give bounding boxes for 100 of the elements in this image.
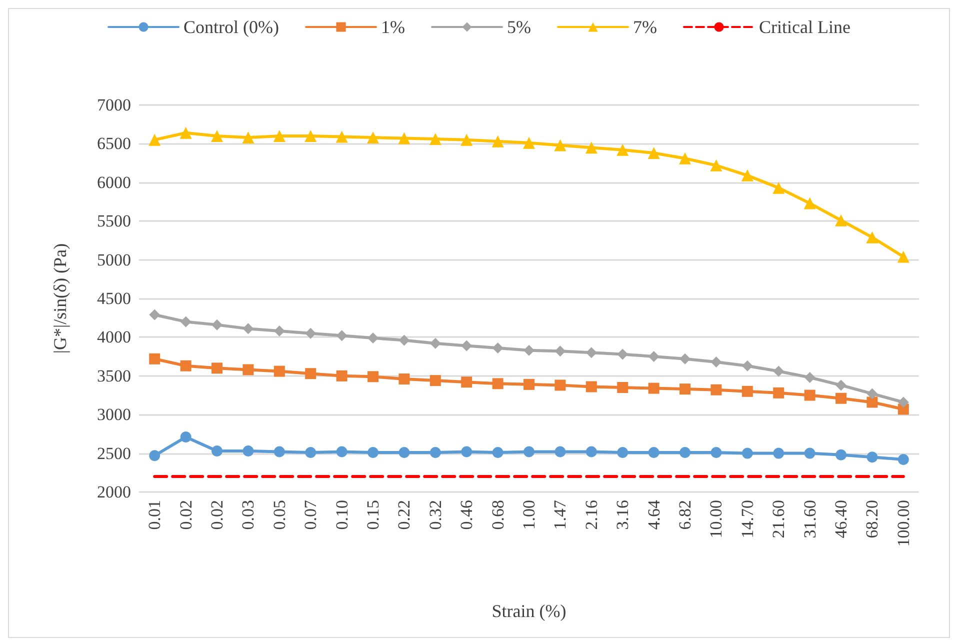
x-tick-label: 68.20 [862,500,882,538]
point [148,134,161,146]
point [274,446,285,458]
point [242,323,254,334]
point [242,445,254,456]
point [586,446,597,458]
point [648,146,660,159]
point [804,372,816,383]
x-tick-label: 0.01 [145,500,164,530]
legend-label: Control (0%) [184,17,280,37]
point [273,130,286,142]
point [180,316,192,328]
point [554,346,566,357]
point [180,432,192,443]
point [710,384,722,396]
point [430,447,441,458]
point [866,231,878,244]
point [898,454,909,465]
y-tick-label: 7000 [97,96,131,114]
y-tick-label: 6500 [97,134,131,154]
point [368,447,378,458]
point [804,448,816,459]
point [149,353,160,364]
x-tick-label: 0.15 [364,500,382,530]
point [648,382,660,394]
point [274,366,285,377]
y-tick-label: 3500 [97,366,131,386]
x-tick-label: 0.05 [270,500,289,530]
point [524,378,534,390]
point [523,136,535,149]
point [398,373,410,384]
legend-label: 1% [381,17,406,37]
point [585,142,598,154]
point [742,386,753,397]
point [617,348,628,360]
point [741,169,754,182]
x-tick-label: 2.16 [582,500,601,530]
x-tick-label: 0.03 [238,500,258,530]
point [710,447,722,458]
x-tick-label: 1.47 [550,500,570,530]
point [710,356,722,368]
point [305,447,316,458]
point [617,447,628,458]
point [242,364,254,376]
point [180,126,192,139]
y-tick-label: 2500 [97,444,131,463]
x-tick-label: 3.16 [613,500,632,530]
x-tick-label: 6.82 [676,500,694,530]
point [336,370,348,382]
point [180,360,192,372]
point [212,319,222,330]
y-axis-title: |G*|/sin(δ) (Pa) [50,243,70,354]
point [304,130,317,142]
point [680,353,690,364]
x-tick-label: 0.10 [332,500,352,530]
y-tick-label: 4000 [97,328,131,347]
point [492,342,504,354]
y-tick-label: 2000 [97,482,131,502]
point [336,330,348,342]
point [586,347,597,358]
point [616,144,629,156]
x-tick-label: 0.07 [301,500,320,530]
point [804,390,816,401]
point [492,378,504,390]
point [836,449,846,460]
y-tick-label: 4500 [97,289,131,308]
point [898,396,909,408]
point [305,328,316,339]
point [524,344,534,356]
point [554,380,566,391]
point [773,387,784,398]
point [305,368,316,380]
point [866,396,878,408]
y-tick-label: 5000 [97,250,131,270]
legend-label: Critical Line [759,17,850,37]
point [710,159,722,172]
point [742,448,753,459]
point [897,250,910,263]
point [524,446,534,458]
point [461,446,472,458]
point [368,332,378,344]
point [554,446,566,458]
point [773,366,784,377]
legend-label: 5% [507,17,532,37]
point [368,371,378,382]
point [211,130,223,142]
point [429,133,442,146]
point [554,139,566,152]
point [492,447,504,458]
x-tick-label: 14.70 [738,500,757,538]
point [617,382,628,394]
point [680,384,690,395]
point [398,132,410,144]
point [336,446,348,458]
legend-label: 7% [633,17,658,37]
x-tick-label: 0.02 [176,500,196,530]
x-tick-label: 31.60 [800,500,820,538]
y-tick-label: 3000 [97,405,131,424]
x-tick-label: 46.40 [832,500,850,538]
x-tick-label: 0.32 [426,500,445,530]
